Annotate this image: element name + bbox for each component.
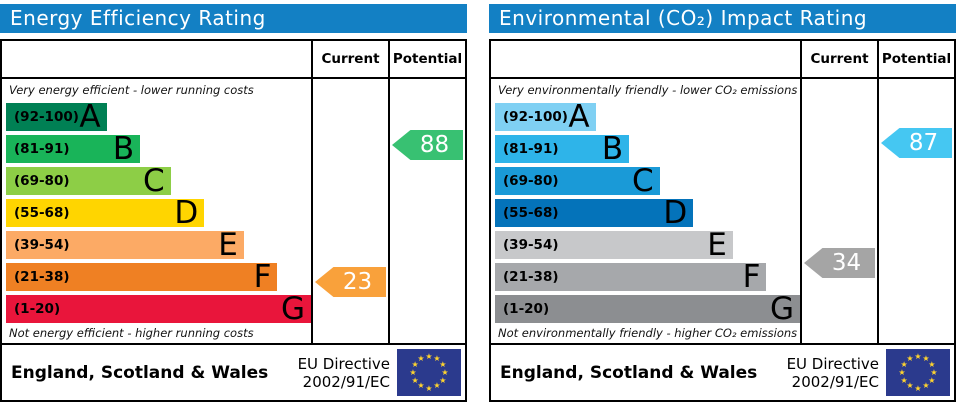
band-row-e: (39-54) E xyxy=(495,227,800,263)
energy-bands-cell: Very energy efficient - lower running co… xyxy=(2,79,311,343)
environmental-potential-arrow: 87 xyxy=(881,128,952,158)
band-letter: F xyxy=(742,259,761,295)
band-range-label: (92-100) xyxy=(14,109,79,125)
band-range-label: (1-20) xyxy=(14,301,61,317)
band-range-label: (1-20) xyxy=(503,301,550,317)
environmental-bands-cell: Very environmentally friendly - lower CO… xyxy=(491,79,800,343)
energy-potential-arrow: 88 xyxy=(392,130,463,160)
band-range-label: (69-80) xyxy=(503,173,559,189)
energy-band-c: (69-80) C xyxy=(6,163,171,199)
band-letter: C xyxy=(632,163,654,199)
current-column-header: Current xyxy=(800,41,877,77)
potential-column-header: Potential xyxy=(388,41,465,77)
eu-directive-line2: 2002/91/EC xyxy=(791,372,879,391)
band-row-a: (92-100) A xyxy=(495,99,800,135)
band-range-label: (92-100) xyxy=(503,109,568,125)
band-range-label: (55-68) xyxy=(503,205,559,221)
energy-top-note: Very energy efficient - lower running co… xyxy=(9,83,254,97)
environmental-panel-title: Environmental (CO₂) Impact Rating xyxy=(489,4,956,33)
energy-potential-column: 88 xyxy=(388,79,465,343)
header-spacer xyxy=(491,41,800,77)
band-range-label: (55-68) xyxy=(14,205,70,221)
band-range-label: (39-54) xyxy=(14,237,70,253)
band-row-c: (69-80) C xyxy=(6,163,311,199)
energy-band-g: (1-20) G xyxy=(6,291,311,327)
band-row-e: (39-54) E xyxy=(6,227,311,263)
environmental-potential-column: 87 xyxy=(877,79,954,343)
environmental-band-a: (92-100) A xyxy=(495,99,596,135)
band-letter: A xyxy=(79,99,101,135)
band-row-b: (81-91) B xyxy=(6,131,311,167)
eu-directive-line2: 2002/91/EC xyxy=(302,372,390,391)
energy-panel-title: Energy Efficiency Rating xyxy=(0,4,467,33)
band-letter: C xyxy=(143,163,165,199)
environmental-band-e: (39-54) E xyxy=(495,227,733,263)
band-letter: D xyxy=(663,195,688,231)
environmental-band-d: (55-68) D xyxy=(495,195,694,231)
band-range-label: (39-54) xyxy=(503,237,559,253)
band-letter: E xyxy=(707,227,727,263)
environmental-band-b: (81-91) B xyxy=(495,131,630,167)
energy-bottom-note: Not energy efficient - higher running co… xyxy=(9,326,254,340)
eu-directive-line1: EU Directive xyxy=(297,354,390,373)
environmental-band-c: (69-80) C xyxy=(495,163,660,199)
energy-band-f: (21-38) F xyxy=(6,259,278,295)
band-letter: D xyxy=(174,195,199,231)
band-row-f: (21-38) F xyxy=(6,259,311,295)
energy-chart-area: Very energy efficient - lower running co… xyxy=(2,79,465,343)
band-row-b: (81-91) B xyxy=(495,131,800,167)
band-row-f: (21-38) F xyxy=(495,259,800,295)
band-range-label: (81-91) xyxy=(14,141,70,157)
region-label: England, Scotland & Wales xyxy=(500,362,758,383)
environmental-chart-area: Very environmentally friendly - lower CO… xyxy=(491,79,954,343)
header-spacer xyxy=(2,41,311,77)
band-row-g: (1-20) G xyxy=(6,291,311,327)
energy-footer: England, Scotland & Wales EU Directive 2… xyxy=(2,343,465,400)
band-row-d: (55-68) D xyxy=(6,195,311,231)
eu-flag-icon: ★ ★ ★ ★ ★ ★ ★ ★ ★ ★ ★ ★ xyxy=(886,349,950,396)
band-range-label: (81-91) xyxy=(503,141,559,157)
environmental-current-arrow: 34 xyxy=(804,248,875,278)
band-letter: G xyxy=(280,291,305,327)
environmental-top-note: Very environmentally friendly - lower CO… xyxy=(498,83,798,97)
energy-band-b: (81-91) B xyxy=(6,131,141,167)
band-range-label: (69-80) xyxy=(14,173,70,189)
eu-directive-label: EU Directive 2002/91/EC xyxy=(787,355,879,391)
band-row-g: (1-20) G xyxy=(495,291,800,327)
eu-flag-icon: ★ ★ ★ ★ ★ ★ ★ ★ ★ ★ ★ ★ xyxy=(397,349,461,396)
energy-band-d: (55-68) D xyxy=(6,195,205,231)
band-row-d: (55-68) D xyxy=(495,195,800,231)
environmental-rating-table: Current Potential Very environmentally f… xyxy=(489,39,956,402)
potential-column-header: Potential xyxy=(877,41,954,77)
energy-rating-table: Current Potential Very energy efficient … xyxy=(0,39,467,402)
environmental-footer: England, Scotland & Wales EU Directive 2… xyxy=(491,343,954,400)
band-letter: G xyxy=(769,291,794,327)
band-row-c: (69-80) C xyxy=(495,163,800,199)
band-range-label: (21-38) xyxy=(14,269,70,285)
environmental-band-g: (1-20) G xyxy=(495,291,800,327)
band-letter: A xyxy=(568,99,590,135)
band-letter: F xyxy=(253,259,272,295)
energy-current-arrow: 23 xyxy=(315,267,386,297)
environmental-band-f: (21-38) F xyxy=(495,259,767,295)
eu-directive-line1: EU Directive xyxy=(786,354,879,373)
region-label: England, Scotland & Wales xyxy=(11,362,269,383)
energy-current-column: 23 xyxy=(311,79,388,343)
environmental-impact-panel: Environmental (CO₂) Impact Rating Curren… xyxy=(489,4,956,402)
band-row-a: (92-100) A xyxy=(6,99,311,135)
band-range-label: (21-38) xyxy=(503,269,559,285)
energy-band-e: (39-54) E xyxy=(6,227,244,263)
energy-efficiency-panel: Energy Efficiency Rating Current Potenti… xyxy=(0,4,467,402)
energy-band-a: (92-100) A xyxy=(6,99,107,135)
environmental-table-header-row: Current Potential xyxy=(491,41,954,79)
eu-directive-label: EU Directive 2002/91/EC xyxy=(298,355,390,391)
band-letter: B xyxy=(601,131,624,167)
current-column-header: Current xyxy=(311,41,388,77)
band-letter: E xyxy=(218,227,238,263)
energy-table-header-row: Current Potential xyxy=(2,41,465,79)
environmental-current-column: 34 xyxy=(800,79,877,343)
environmental-bottom-note: Not environmentally friendly - higher CO… xyxy=(498,326,798,340)
band-letter: B xyxy=(112,131,135,167)
